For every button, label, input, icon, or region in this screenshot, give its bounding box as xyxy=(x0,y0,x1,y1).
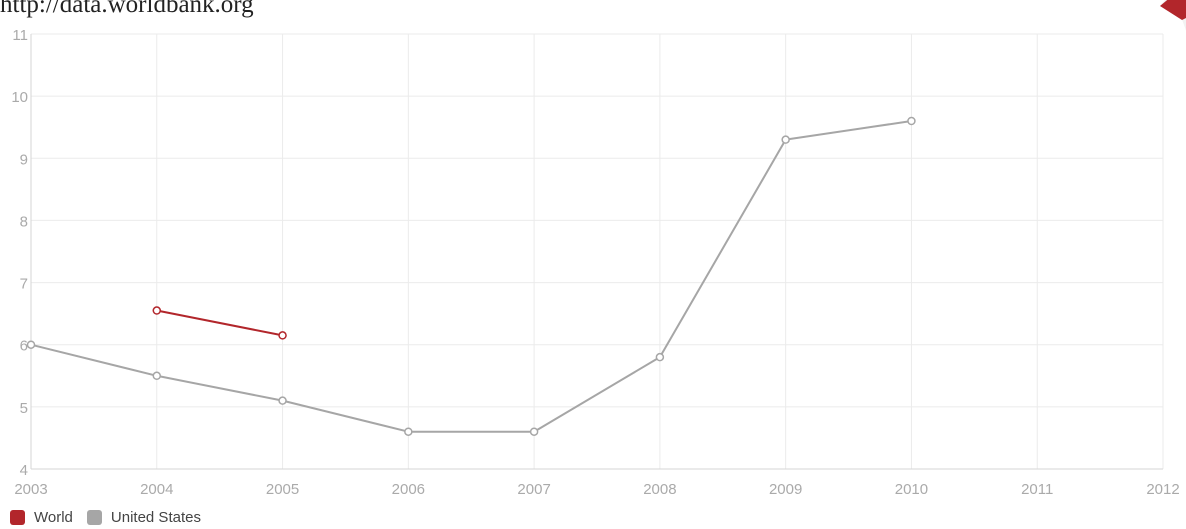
data-point-world xyxy=(278,331,287,340)
source-url[interactable]: http://data.worldbank.org xyxy=(0,0,254,18)
legend-item-world[interactable]: World xyxy=(10,509,73,526)
legend-item-united-states[interactable]: United States xyxy=(86,509,201,526)
x-tick-label: 2008 xyxy=(643,481,676,498)
series-line-united-states xyxy=(30,120,912,433)
x-tick-label: 2003 xyxy=(14,481,47,498)
y-axis-ticks: 4 5 6 7 8 9 10 11 xyxy=(11,27,28,479)
x-tick-label: 2004 xyxy=(140,481,173,498)
x-tick-label: 2009 xyxy=(769,481,802,498)
data-point-united-states xyxy=(655,352,665,362)
data-point-world xyxy=(152,306,162,315)
series-line-world xyxy=(156,309,283,337)
x-axis-ticks: 2003 2004 2005 2006 2007 2008 2009 2010 2011 2012 xyxy=(14,481,1179,498)
x-tick-label: 2005 xyxy=(266,481,299,498)
x-tick-label: 2011 xyxy=(1021,481,1053,498)
legend-swatch xyxy=(10,510,25,525)
y-tick-label: 6 xyxy=(20,338,28,355)
y-tick-label: 5 xyxy=(20,400,28,417)
y-tick-label: 7 xyxy=(20,276,28,293)
x-tick-label: 2006 xyxy=(392,481,425,498)
legend-label: United States xyxy=(110,509,201,526)
x-tick-label: 2010 xyxy=(895,481,928,498)
data-point-united-states xyxy=(404,427,413,436)
data-point-united-states xyxy=(781,135,790,144)
legend-swatch xyxy=(86,510,102,525)
y-tick-label: 11 xyxy=(12,27,28,44)
chart-series xyxy=(26,116,916,436)
ribbon-icon[interactable] xyxy=(1160,0,1186,36)
series-world xyxy=(152,306,287,340)
chart-legend: World United States xyxy=(10,509,215,526)
x-tick-label: 2007 xyxy=(517,481,550,498)
y-tick-label: 8 xyxy=(20,213,28,230)
data-point-united-states xyxy=(278,396,287,405)
y-tick-label: 4 xyxy=(20,462,28,479)
data-point-united-states xyxy=(529,427,539,436)
chart-grid xyxy=(30,33,1164,470)
legend-label: World xyxy=(34,509,73,526)
data-point-united-states xyxy=(907,116,916,126)
data-point-united-states xyxy=(152,371,162,381)
y-tick-label: 10 xyxy=(11,89,28,106)
x-tick-label: 2012 xyxy=(1146,481,1179,498)
data-point-united-states xyxy=(26,340,36,349)
series-united-states xyxy=(26,116,916,436)
y-tick-label: 9 xyxy=(20,151,28,168)
